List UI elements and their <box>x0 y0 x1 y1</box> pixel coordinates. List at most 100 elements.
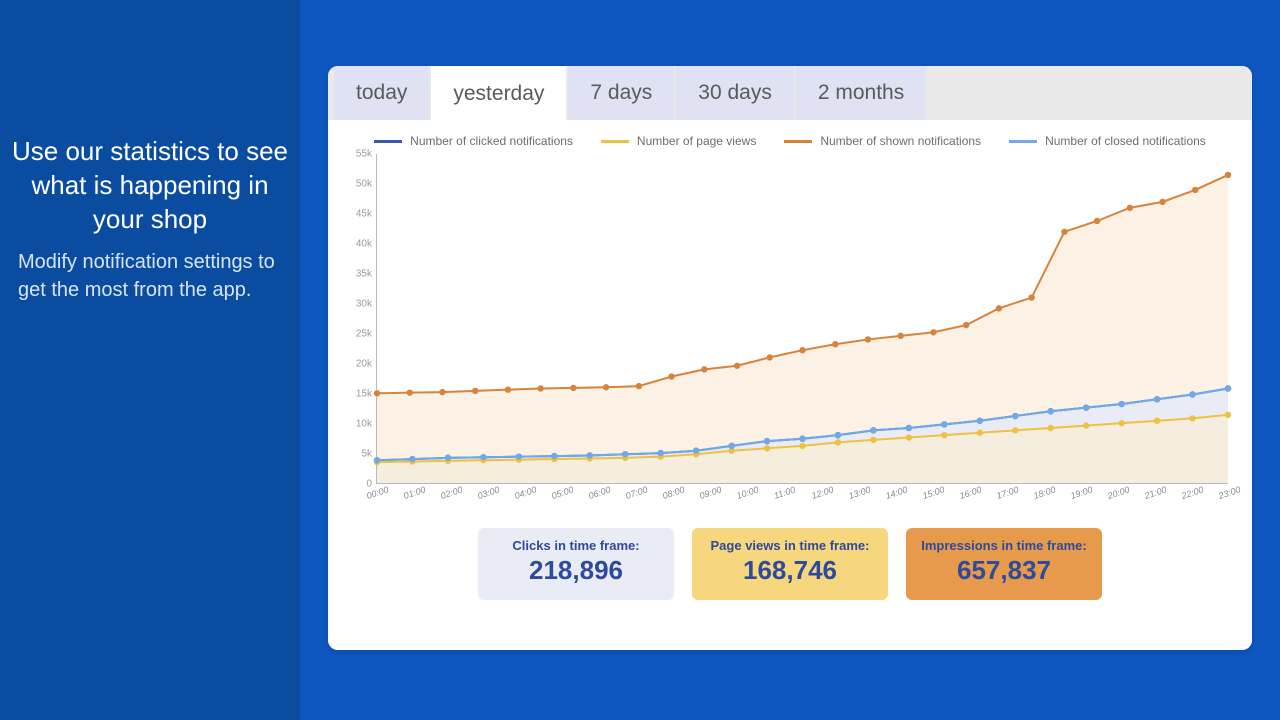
series-marker <box>551 453 557 459</box>
x-tick-label: 03:00 <box>476 485 501 501</box>
legend-swatch <box>601 140 629 143</box>
content-backdrop: todayyesterday7 days30 days2 months Numb… <box>300 0 1280 720</box>
legend-swatch <box>784 140 812 143</box>
x-tick-label: 21:00 <box>1143 485 1168 501</box>
chart-legend: Number of clicked notifications Number of… <box>346 134 1234 148</box>
series-marker <box>505 386 511 392</box>
legend-swatch <box>1009 140 1037 143</box>
series-marker <box>1127 205 1133 211</box>
y-tick-label: 10k <box>356 419 372 430</box>
series-marker <box>930 329 936 335</box>
legend-swatch <box>374 140 402 143</box>
stat-card-label: Page views in time frame: <box>692 538 888 553</box>
series-marker <box>977 418 983 424</box>
series-marker <box>1189 415 1195 421</box>
tab-7days[interactable]: 7 days <box>568 66 676 120</box>
series-marker <box>657 450 663 456</box>
y-tick-label: 30k <box>356 299 372 310</box>
series-marker <box>835 432 841 438</box>
y-tick-label: 55k <box>356 149 372 160</box>
stat-card-label: Impressions in time frame: <box>906 538 1102 553</box>
series-marker <box>439 389 445 395</box>
series-marker <box>1154 418 1160 424</box>
legend-item: Number of clicked notifications <box>374 134 573 148</box>
series-marker <box>1012 427 1018 433</box>
x-tick-label: 19:00 <box>1069 485 1094 501</box>
y-tick-label: 40k <box>356 239 372 250</box>
legend-label: Number of page views <box>637 134 756 148</box>
stat-card-label: Clicks in time frame: <box>478 538 674 553</box>
x-tick-label: 11:00 <box>773 485 797 501</box>
series-marker <box>1159 199 1165 205</box>
series-marker <box>407 389 413 395</box>
x-tick-label: 02:00 <box>439 485 464 501</box>
stat-card-clicks: Clicks in time frame: 218,896 <box>478 528 674 600</box>
stat-card-value: 218,896 <box>478 555 674 586</box>
series-marker <box>897 333 903 339</box>
series-marker <box>1118 420 1124 426</box>
series-marker <box>941 421 947 427</box>
legend-item: Number of closed notifications <box>1009 134 1206 148</box>
x-tick-label: 01:00 <box>402 485 427 501</box>
x-tick-label: 22:00 <box>1180 485 1205 501</box>
x-tick-label: 18:00 <box>1032 485 1057 501</box>
tab-today[interactable]: today <box>334 66 431 120</box>
series-marker <box>870 427 876 433</box>
x-tick-label: 04:00 <box>513 485 538 501</box>
series-marker <box>799 436 805 442</box>
series-marker <box>977 430 983 436</box>
series-marker <box>996 305 1002 311</box>
series-marker <box>1048 425 1054 431</box>
x-tick-label: 10:00 <box>736 485 761 501</box>
series-marker <box>693 448 699 454</box>
y-tick-label: 5k <box>361 449 372 460</box>
y-tick-label: 0 <box>366 479 372 490</box>
x-tick-label: 16:00 <box>958 485 983 501</box>
tab-yesterday[interactable]: yesterday <box>431 66 568 120</box>
series-marker <box>1012 413 1018 419</box>
series-marker <box>622 451 628 457</box>
legend-label: Number of shown notifications <box>820 134 981 148</box>
series-marker <box>1225 172 1231 178</box>
x-tick-label: 20:00 <box>1106 485 1131 501</box>
stat-card-impressions: Impressions in time frame: 657,837 <box>906 528 1102 600</box>
series-marker <box>941 432 947 438</box>
series-marker <box>636 383 642 389</box>
x-tick-label: 05:00 <box>550 485 575 501</box>
series-marker <box>1225 412 1231 418</box>
promo-sidebar: Use our statistics to see what is happen… <box>0 0 300 720</box>
legend-label: Number of closed notifications <box>1045 134 1206 148</box>
stats-panel: todayyesterday7 days30 days2 months Numb… <box>328 66 1252 650</box>
series-marker <box>374 390 380 396</box>
series-marker <box>409 456 415 462</box>
series-marker <box>906 425 912 431</box>
series-marker <box>832 341 838 347</box>
series-marker <box>906 434 912 440</box>
x-tick-label: 15:00 <box>921 485 946 501</box>
series-marker <box>570 385 576 391</box>
series-marker <box>764 438 770 444</box>
legend-label: Number of clicked notifications <box>410 134 573 148</box>
series-marker <box>1028 294 1034 300</box>
series-marker <box>764 445 770 451</box>
series-marker <box>1083 404 1089 410</box>
series-marker <box>587 452 593 458</box>
stat-card-pageviews: Page views in time frame: 168,746 <box>692 528 888 600</box>
series-marker <box>1094 218 1100 224</box>
stat-card-value: 657,837 <box>906 555 1102 586</box>
series-marker <box>472 388 478 394</box>
series-marker <box>734 363 740 369</box>
x-axis: 00:0001:0002:0003:0004:0005:0006:0007:00… <box>376 484 1228 504</box>
sidebar-heading: Use our statistics to see what is happen… <box>12 135 288 236</box>
x-tick-label: 13:00 <box>847 485 872 501</box>
series-marker <box>835 439 841 445</box>
series-marker <box>767 354 773 360</box>
series-marker <box>963 322 969 328</box>
tab-2months[interactable]: 2 months <box>796 66 928 120</box>
tab-30days[interactable]: 30 days <box>676 66 796 120</box>
series-marker <box>1189 391 1195 397</box>
legend-item: Number of shown notifications <box>784 134 981 148</box>
x-tick-label: 23:00 <box>1217 485 1242 501</box>
stat-cards: Clicks in time frame: 218,896 Page views i… <box>346 528 1234 600</box>
stat-card-value: 168,746 <box>692 555 888 586</box>
